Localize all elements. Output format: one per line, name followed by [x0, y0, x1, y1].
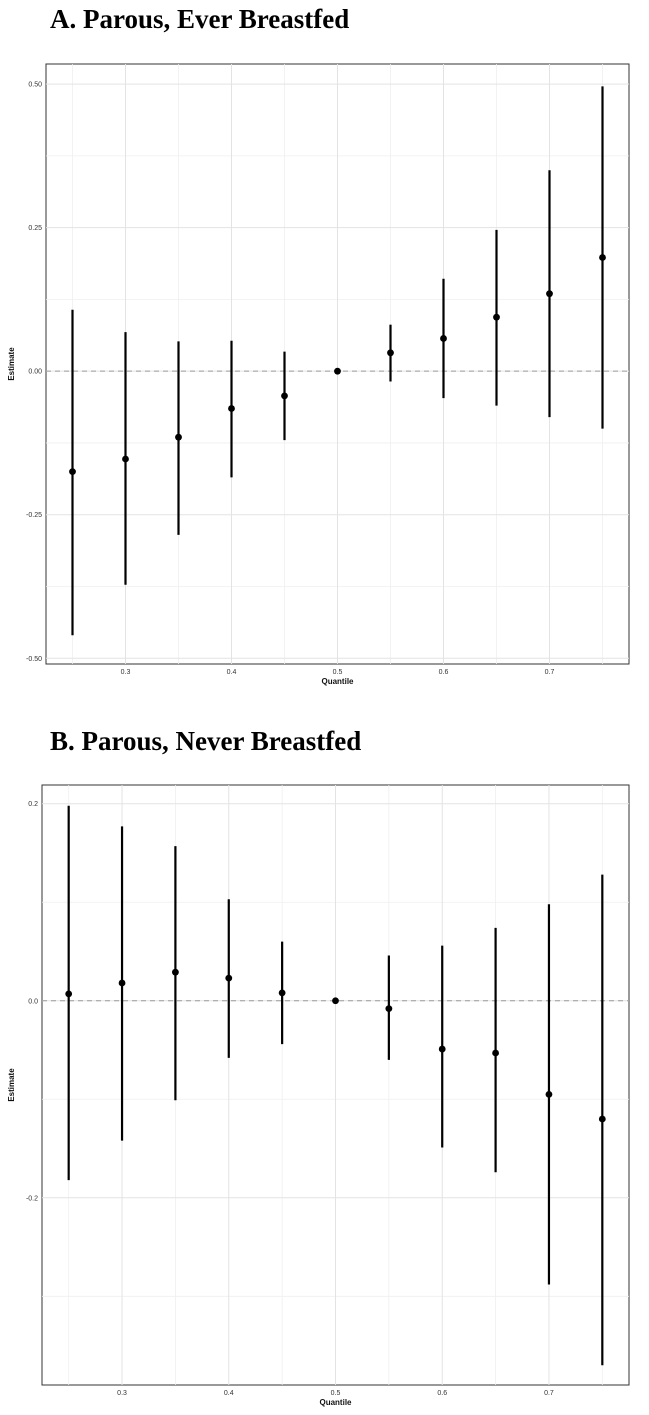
panel-a-x-tick-label: 0.6: [439, 669, 449, 676]
panel-a-point-10: [599, 254, 606, 261]
panel-b-x-tick-label: 0.3: [117, 1390, 127, 1397]
panel-a-point-3: [228, 405, 235, 412]
panel-b-point-6: [385, 1005, 393, 1013]
panel-b-x-tick-label: 0.4: [224, 1390, 234, 1397]
panel-a-y-axis-title: Estimate: [7, 347, 16, 381]
panel-b-title: B. Parous, Never Breastfed: [50, 726, 362, 756]
panel-b-x-tick-label: 0.6: [437, 1390, 447, 1397]
panel-a-x-tick-label: 0.4: [227, 669, 237, 676]
panel-b-point-3: [225, 974, 233, 982]
panel-a-point-0: [69, 468, 76, 476]
panel-a-point-4: [281, 392, 288, 400]
panel-b-y-tick-label: 0.0: [28, 998, 38, 1005]
panel-b-point-0: [65, 990, 73, 998]
panel-b-y-axis-title: Estimate: [7, 1068, 16, 1102]
panel-a-point-7: [440, 335, 447, 342]
panel-b-point-1: [118, 979, 126, 987]
panel-b-x-tick-label: 0.7: [544, 1390, 554, 1397]
panel-b-point-9: [545, 1090, 553, 1098]
panel-b-y-tick-label: -0.2: [26, 1195, 38, 1202]
panel-b-point-2: [172, 968, 179, 976]
panel-a-x-axis-title: Quantile: [321, 677, 354, 686]
panel-a-point-8: [493, 313, 500, 321]
panel-a-y-tick-label: 0.50: [28, 82, 42, 89]
panel-a-point-2: [175, 433, 182, 441]
panel-a-y-tick-label: 0.25: [28, 225, 42, 232]
panel-b-y-tick-label: 0.2: [28, 801, 38, 808]
panel-b-point-4: [278, 989, 286, 997]
panel-b-point-10: [598, 1115, 606, 1123]
panel-a-title: A. Parous, Ever Breastfed: [50, 4, 350, 34]
panel-a-chart: 0.3 0.4 0.5 0.6 0.7 -0.50 -0.25 0.00 0.25 0.50 Qua…: [7, 63, 630, 686]
panel-a-point-6: [387, 349, 394, 357]
panel-b-x-tick-label: 0.5: [331, 1390, 341, 1397]
panel-b-x-axis-title: Quantile: [319, 1398, 352, 1407]
panel-b-point-8: [492, 1049, 499, 1057]
panel-b-point-5: [332, 997, 339, 1005]
panel-a-x-tick-label: 0.3: [121, 669, 131, 676]
panel-a-x-tick-label: 0.7: [545, 669, 555, 676]
panel-a-x-tick-label: 0.5: [333, 669, 343, 676]
panel-a-y-tick-label: -0.50: [26, 656, 42, 663]
panel-a-point-9: [546, 290, 553, 298]
panel-b-point-7: [438, 1045, 446, 1053]
panel-a-y-tick-label: 0.00: [28, 369, 42, 376]
panel-a-point-5: [334, 367, 341, 375]
panel-a-point-1: [122, 455, 129, 463]
panel-a-y-tick-label: -0.25: [26, 512, 42, 519]
